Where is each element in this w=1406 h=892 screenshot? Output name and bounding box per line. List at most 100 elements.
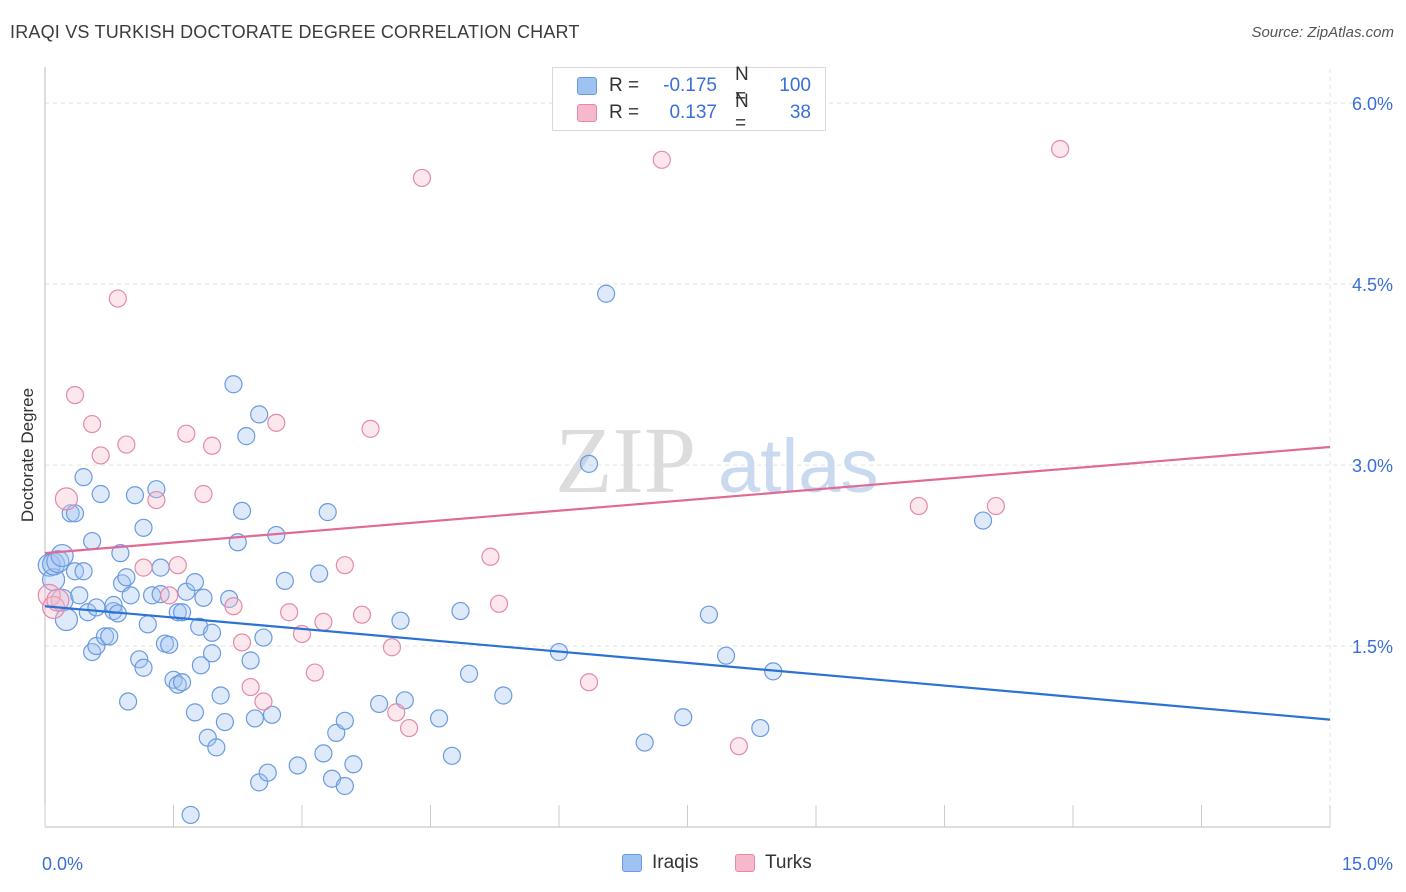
legend-n-value: 38 [789, 102, 811, 123]
iraqis-point [185, 572, 205, 592]
turks-point [254, 692, 273, 711]
iraqis-point [344, 755, 363, 774]
legend-row-iraqis: R = -0.175 N = 100 [577, 64, 811, 107]
turks-point [83, 414, 102, 434]
iraqis-point [442, 746, 462, 765]
tick-label-layer: 1.5% 3.0% 4.5% 6.0% 0.0% 15.0% [42, 94, 1393, 874]
turks-point [481, 547, 500, 566]
axis-layer [44, 67, 1331, 828]
iraqis-point [335, 711, 354, 730]
turks-point [314, 612, 333, 632]
iraqis-point [78, 603, 97, 622]
iraqis-point [250, 405, 269, 424]
iraqis-point [241, 651, 260, 670]
turks-point [335, 556, 354, 575]
iraqis-point [314, 744, 333, 763]
turks-point [117, 435, 136, 454]
y-tick-label: 6.0% [1352, 94, 1393, 114]
iraqis-point [716, 646, 736, 665]
iraqis-point [674, 708, 693, 727]
iraqis-point [185, 703, 205, 722]
y-axis-title: Doctorate Degree [18, 387, 37, 523]
iraqis-point [224, 375, 243, 394]
iraqis-point [134, 518, 153, 537]
x-tick-label: 15.0% [1342, 854, 1393, 874]
iraqis-point [130, 650, 149, 669]
iraqis-point [50, 543, 74, 568]
iraqis-point [579, 454, 599, 473]
source-label: Source: ZipAtlas.com [1251, 24, 1394, 41]
iraqis-point [172, 603, 192, 622]
iraqis-point [973, 511, 993, 530]
turks-point [241, 677, 260, 697]
turks-point [489, 594, 509, 613]
y-tick-label: 3.0% [1352, 456, 1393, 476]
turks-point [387, 703, 406, 722]
iraqis-point [100, 627, 119, 646]
iraqis-point [111, 544, 130, 563]
legend-row-turks: R = 0.137 N = 38 [577, 91, 811, 134]
turks-point [147, 490, 166, 510]
trend-layer [44, 445, 1331, 721]
legend-r-value: -0.175 [663, 75, 717, 96]
legend-r-label: R = [609, 102, 640, 123]
turks-point [986, 496, 1006, 516]
iraqis-point [70, 586, 89, 605]
iraqis-point [74, 562, 93, 581]
iraqis-trend-line [44, 605, 1331, 721]
legend-n-label: N = [735, 64, 749, 107]
iraqis-point [202, 644, 222, 663]
legend-swatch-turks [735, 854, 755, 872]
iraqis-point [211, 686, 230, 705]
iraqis-point [191, 656, 211, 675]
iraqis-point [275, 571, 294, 590]
legend-swatch-iraqis [622, 854, 642, 872]
iraqis-point [74, 468, 93, 487]
iraqis-point [258, 763, 277, 782]
legend-r-value: 0.137 [669, 102, 717, 123]
iraqis-point [237, 427, 256, 446]
iraqis-point [597, 284, 616, 303]
legend-swatch-iraqis [577, 77, 597, 95]
turks-point [194, 484, 213, 504]
iraqis-point [245, 709, 264, 728]
iraqis-point [134, 658, 153, 677]
iraqis-point [318, 503, 337, 522]
turks-point [177, 424, 196, 443]
legend-item-turks: Turks [735, 852, 812, 874]
iraqis-point [91, 484, 110, 504]
watermark-zip: ZIP [555, 409, 696, 513]
iraqis-point [138, 615, 157, 634]
turks-point [108, 289, 127, 308]
iraqis-point [451, 601, 470, 621]
iraqis-point [370, 694, 389, 714]
chart-title: IRAQI VS TURKISH DOCTORATE DEGREE CORREL… [10, 22, 580, 42]
legend-n-label: N = [735, 91, 749, 134]
iraqis-point [288, 756, 307, 775]
iraqis-point [194, 588, 213, 607]
turks-point [382, 638, 402, 657]
iraqis-point [160, 635, 179, 654]
points-layer [37, 139, 1070, 825]
iraqis-point [151, 558, 170, 577]
iraqis-point [459, 664, 479, 683]
turks-point [202, 436, 222, 455]
turks-point [361, 419, 380, 438]
iraqis-point [95, 627, 115, 646]
legend-swatch-turks [577, 104, 597, 122]
iraqis-point [391, 611, 410, 630]
turks-point [168, 556, 187, 575]
iraqis-point [172, 673, 192, 692]
iraqis-point [181, 805, 200, 825]
iraqis-point [751, 718, 770, 738]
iraqis-point [635, 733, 654, 752]
iraqis-point [494, 686, 513, 705]
iraqis-point [202, 623, 222, 642]
iraqis-point [429, 709, 449, 728]
iraqis-point [310, 564, 329, 583]
iraqis-point [117, 568, 136, 587]
legend-n-value: 100 [779, 75, 811, 96]
turks-point [352, 605, 372, 624]
turks-point [652, 150, 671, 169]
